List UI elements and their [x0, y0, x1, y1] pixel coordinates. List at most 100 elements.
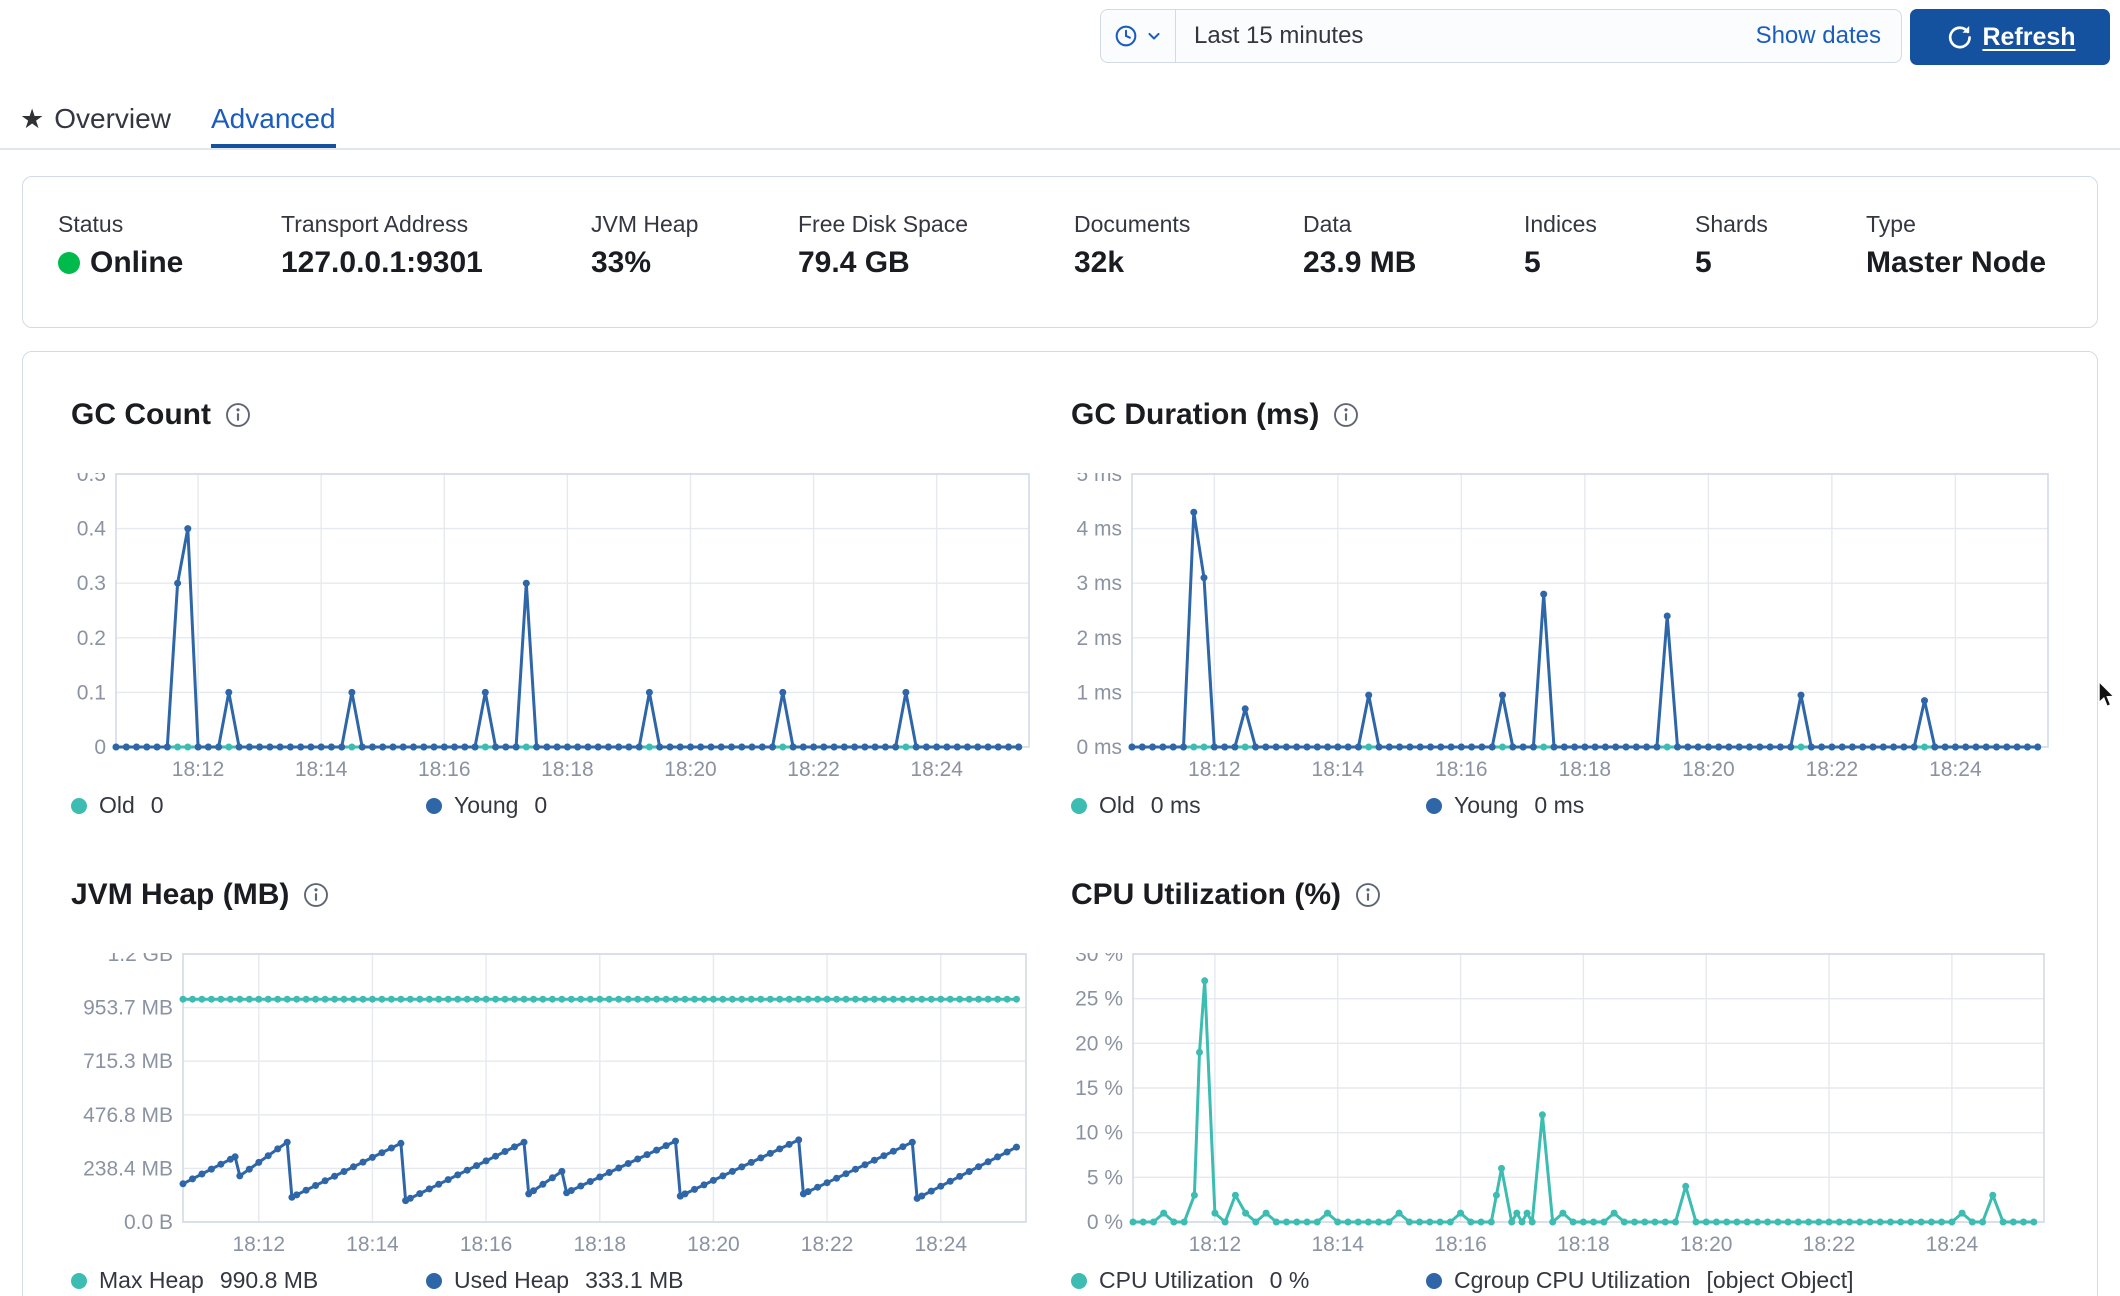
- info-icon[interactable]: [1333, 402, 1359, 428]
- y-axis-label: 4 ms: [1076, 518, 1122, 541]
- x-axis-label: 18:22: [1806, 758, 1859, 781]
- y-axis-label: 238.4 MB: [83, 1157, 173, 1180]
- x-axis-label: 18:18: [1557, 1233, 1610, 1256]
- info-icon[interactable]: [1355, 882, 1381, 908]
- chart-plot-area[interactable]: 30 % 25 % 20 % 15 % 10 % 5 % 0 % 18:12 18:14 18:1…: [1071, 953, 2046, 1259]
- stat-value: 127.0.0.1:9301: [281, 246, 483, 280]
- x-axis-label: 18:16: [418, 758, 471, 781]
- super-date-picker: Last 15 minutes Show dates: [1100, 9, 1902, 63]
- x-axis-label: 18:16: [1435, 758, 1488, 781]
- x-axis-label: 18:24: [914, 1233, 967, 1256]
- y-axis-label: 15 %: [1075, 1077, 1123, 1100]
- legend-item-max-heap[interactable]: Max Heap 990.8 MB: [71, 1267, 318, 1294]
- x-axis-label: 18:22: [787, 758, 840, 781]
- online-health-dot-icon: [58, 252, 80, 274]
- y-axis-label: 0.3: [77, 572, 106, 595]
- refresh-icon: [1949, 26, 1972, 49]
- show-dates-button[interactable]: Show dates: [1755, 22, 1881, 49]
- stat-value: 5: [1524, 246, 1597, 280]
- x-axis-label: 18:14: [295, 758, 348, 781]
- x-axis-label: 18:12: [232, 1233, 285, 1256]
- legend-series-name: Used Heap: [454, 1267, 570, 1293]
- chart-legend: CPU Utilization 0 % Cgroup CPU Utilization…: [1071, 1267, 2061, 1296]
- chart-cpu-utilization-: CPU Utilization (%) 30 % 25 % 20 % 15 % 10 % 5…: [1071, 877, 2061, 1296]
- chart-plot-area[interactable]: 0.5 0.4 0.3 0.2 0.1 0 18:12 18:14 18:16 18:18 18:2…: [71, 473, 1031, 784]
- y-axis-label: 0.2: [77, 627, 106, 650]
- stat-type: Type Master Node: [1866, 211, 2046, 280]
- legend-series-value: 0: [534, 792, 548, 818]
- chart-legend: Old 0 Young 0: [71, 792, 1051, 824]
- legend-series-dot-icon: [1071, 1272, 1087, 1289]
- chart-plot-area[interactable]: 5 ms 4 ms 3 ms 2 ms 1 ms 0 ms 18:12 18:14 18:16 1…: [1071, 473, 2050, 784]
- legend-item-young[interactable]: Young 0 ms: [1426, 792, 1584, 819]
- info-icon[interactable]: [303, 882, 329, 908]
- refresh-button[interactable]: Refresh: [1910, 9, 2110, 65]
- y-axis-label: 30 %: [1075, 953, 1123, 966]
- stat-free-disk-space: Free Disk Space 79.4 GB: [798, 211, 968, 280]
- x-axis-label: 18:22: [801, 1233, 854, 1256]
- stat-value-text: 33%: [591, 246, 652, 279]
- x-axis-label: 18:24: [1926, 1233, 1979, 1256]
- stat-value-text: Master Node: [1866, 246, 2047, 279]
- quick-select-menu-button[interactable]: [1101, 10, 1176, 62]
- x-axis-label: 18:22: [1803, 1233, 1856, 1256]
- stat-value-text: 127.0.0.1:9301: [281, 246, 483, 279]
- legend-series-dot-icon: [1426, 797, 1442, 814]
- stat-value: 79.4 GB: [798, 246, 968, 280]
- tabbar-bottom-border: [0, 148, 2120, 150]
- x-axis-label: 18:16: [460, 1233, 513, 1256]
- legend-series-name: Old: [1099, 792, 1135, 818]
- chart-title: GC Count: [71, 398, 211, 431]
- x-axis-label: 18:20: [1682, 758, 1735, 781]
- x-axis-label: 18:20: [664, 758, 717, 781]
- chart-plot-area[interactable]: 1.2 GB 953.7 MB 715.3 MB 476.8 MB 238.4 MB 0.…: [71, 953, 1028, 1259]
- stat-value-text: Online: [90, 246, 184, 279]
- legend-series-dot-icon: [426, 797, 442, 814]
- y-axis-label: 5 %: [1087, 1166, 1123, 1189]
- legend-series-name: Old: [99, 792, 135, 818]
- stat-value-text: 32k: [1074, 246, 1125, 279]
- date-range-display[interactable]: Last 15 minutes: [1194, 22, 1364, 49]
- chart-title: GC Duration (ms): [1071, 398, 1320, 431]
- tab-advanced[interactable]: Advanced: [211, 103, 336, 149]
- legend-series-name: Cgroup CPU Utilization: [1454, 1267, 1691, 1293]
- chevron-down-icon: [1147, 32, 1160, 40]
- legend-item-cgroup-cpu-utilization[interactable]: Cgroup CPU Utilization [object Object]: [1426, 1267, 1854, 1294]
- stat-value-text: 79.4 GB: [798, 246, 910, 279]
- mouse-cursor: [2098, 682, 2115, 707]
- y-axis-label: 3 ms: [1076, 572, 1122, 595]
- stat-indices: Indices 5: [1524, 211, 1597, 280]
- x-axis-label: 18:18: [573, 1233, 626, 1256]
- legend-series-name: Young: [454, 792, 519, 818]
- info-icon[interactable]: [225, 402, 251, 428]
- y-axis-label: 1.2 GB: [108, 953, 173, 966]
- x-axis-label: 18:12: [172, 758, 225, 781]
- x-axis-label: 18:24: [1929, 758, 1982, 781]
- chart-title: CPU Utilization (%): [1071, 878, 1341, 911]
- legend-series-value: 0 ms: [1534, 792, 1585, 818]
- stat-label: Transport Address: [281, 211, 469, 237]
- legend-series-value: 0 %: [1269, 1267, 1310, 1293]
- tab-overview[interactable]: ★ Overview: [20, 103, 171, 135]
- x-axis-label: 18:14: [1312, 758, 1365, 781]
- node-summary-bar: Status Online Transport Address 127.0.0.1:9…: [22, 176, 2098, 328]
- legend-item-old[interactable]: Old 0: [71, 792, 164, 819]
- y-axis-label: 0 ms: [1076, 736, 1122, 759]
- stat-value: 5: [1695, 246, 1768, 280]
- legend-item-cpu-utilization[interactable]: CPU Utilization 0 %: [1071, 1267, 1309, 1294]
- stat-jvm-heap: JVM Heap 33%: [591, 211, 698, 280]
- stat-value: 32k: [1074, 246, 1190, 280]
- stat-value: Master Node: [1866, 246, 2046, 280]
- y-axis-label: 715.3 MB: [83, 1050, 173, 1073]
- legend-series-name: CPU Utilization: [1099, 1267, 1254, 1293]
- clock-icon: [1115, 25, 1136, 47]
- refresh-button-label: Refresh: [1982, 22, 2076, 51]
- chart-gc-duration-ms-: GC Duration (ms) 5 ms 4 ms 3 ms 2 ms 1 ms 0 ms…: [1071, 397, 2061, 824]
- stat-label: Free Disk Space: [798, 211, 969, 237]
- x-axis-label: 18:14: [346, 1233, 399, 1256]
- legend-item-used-heap[interactable]: Used Heap 333.1 MB: [426, 1267, 684, 1294]
- y-axis-label: 476.8 MB: [83, 1104, 173, 1127]
- legend-item-young[interactable]: Young 0: [426, 792, 547, 819]
- legend-item-old[interactable]: Old 0 ms: [1071, 792, 1201, 819]
